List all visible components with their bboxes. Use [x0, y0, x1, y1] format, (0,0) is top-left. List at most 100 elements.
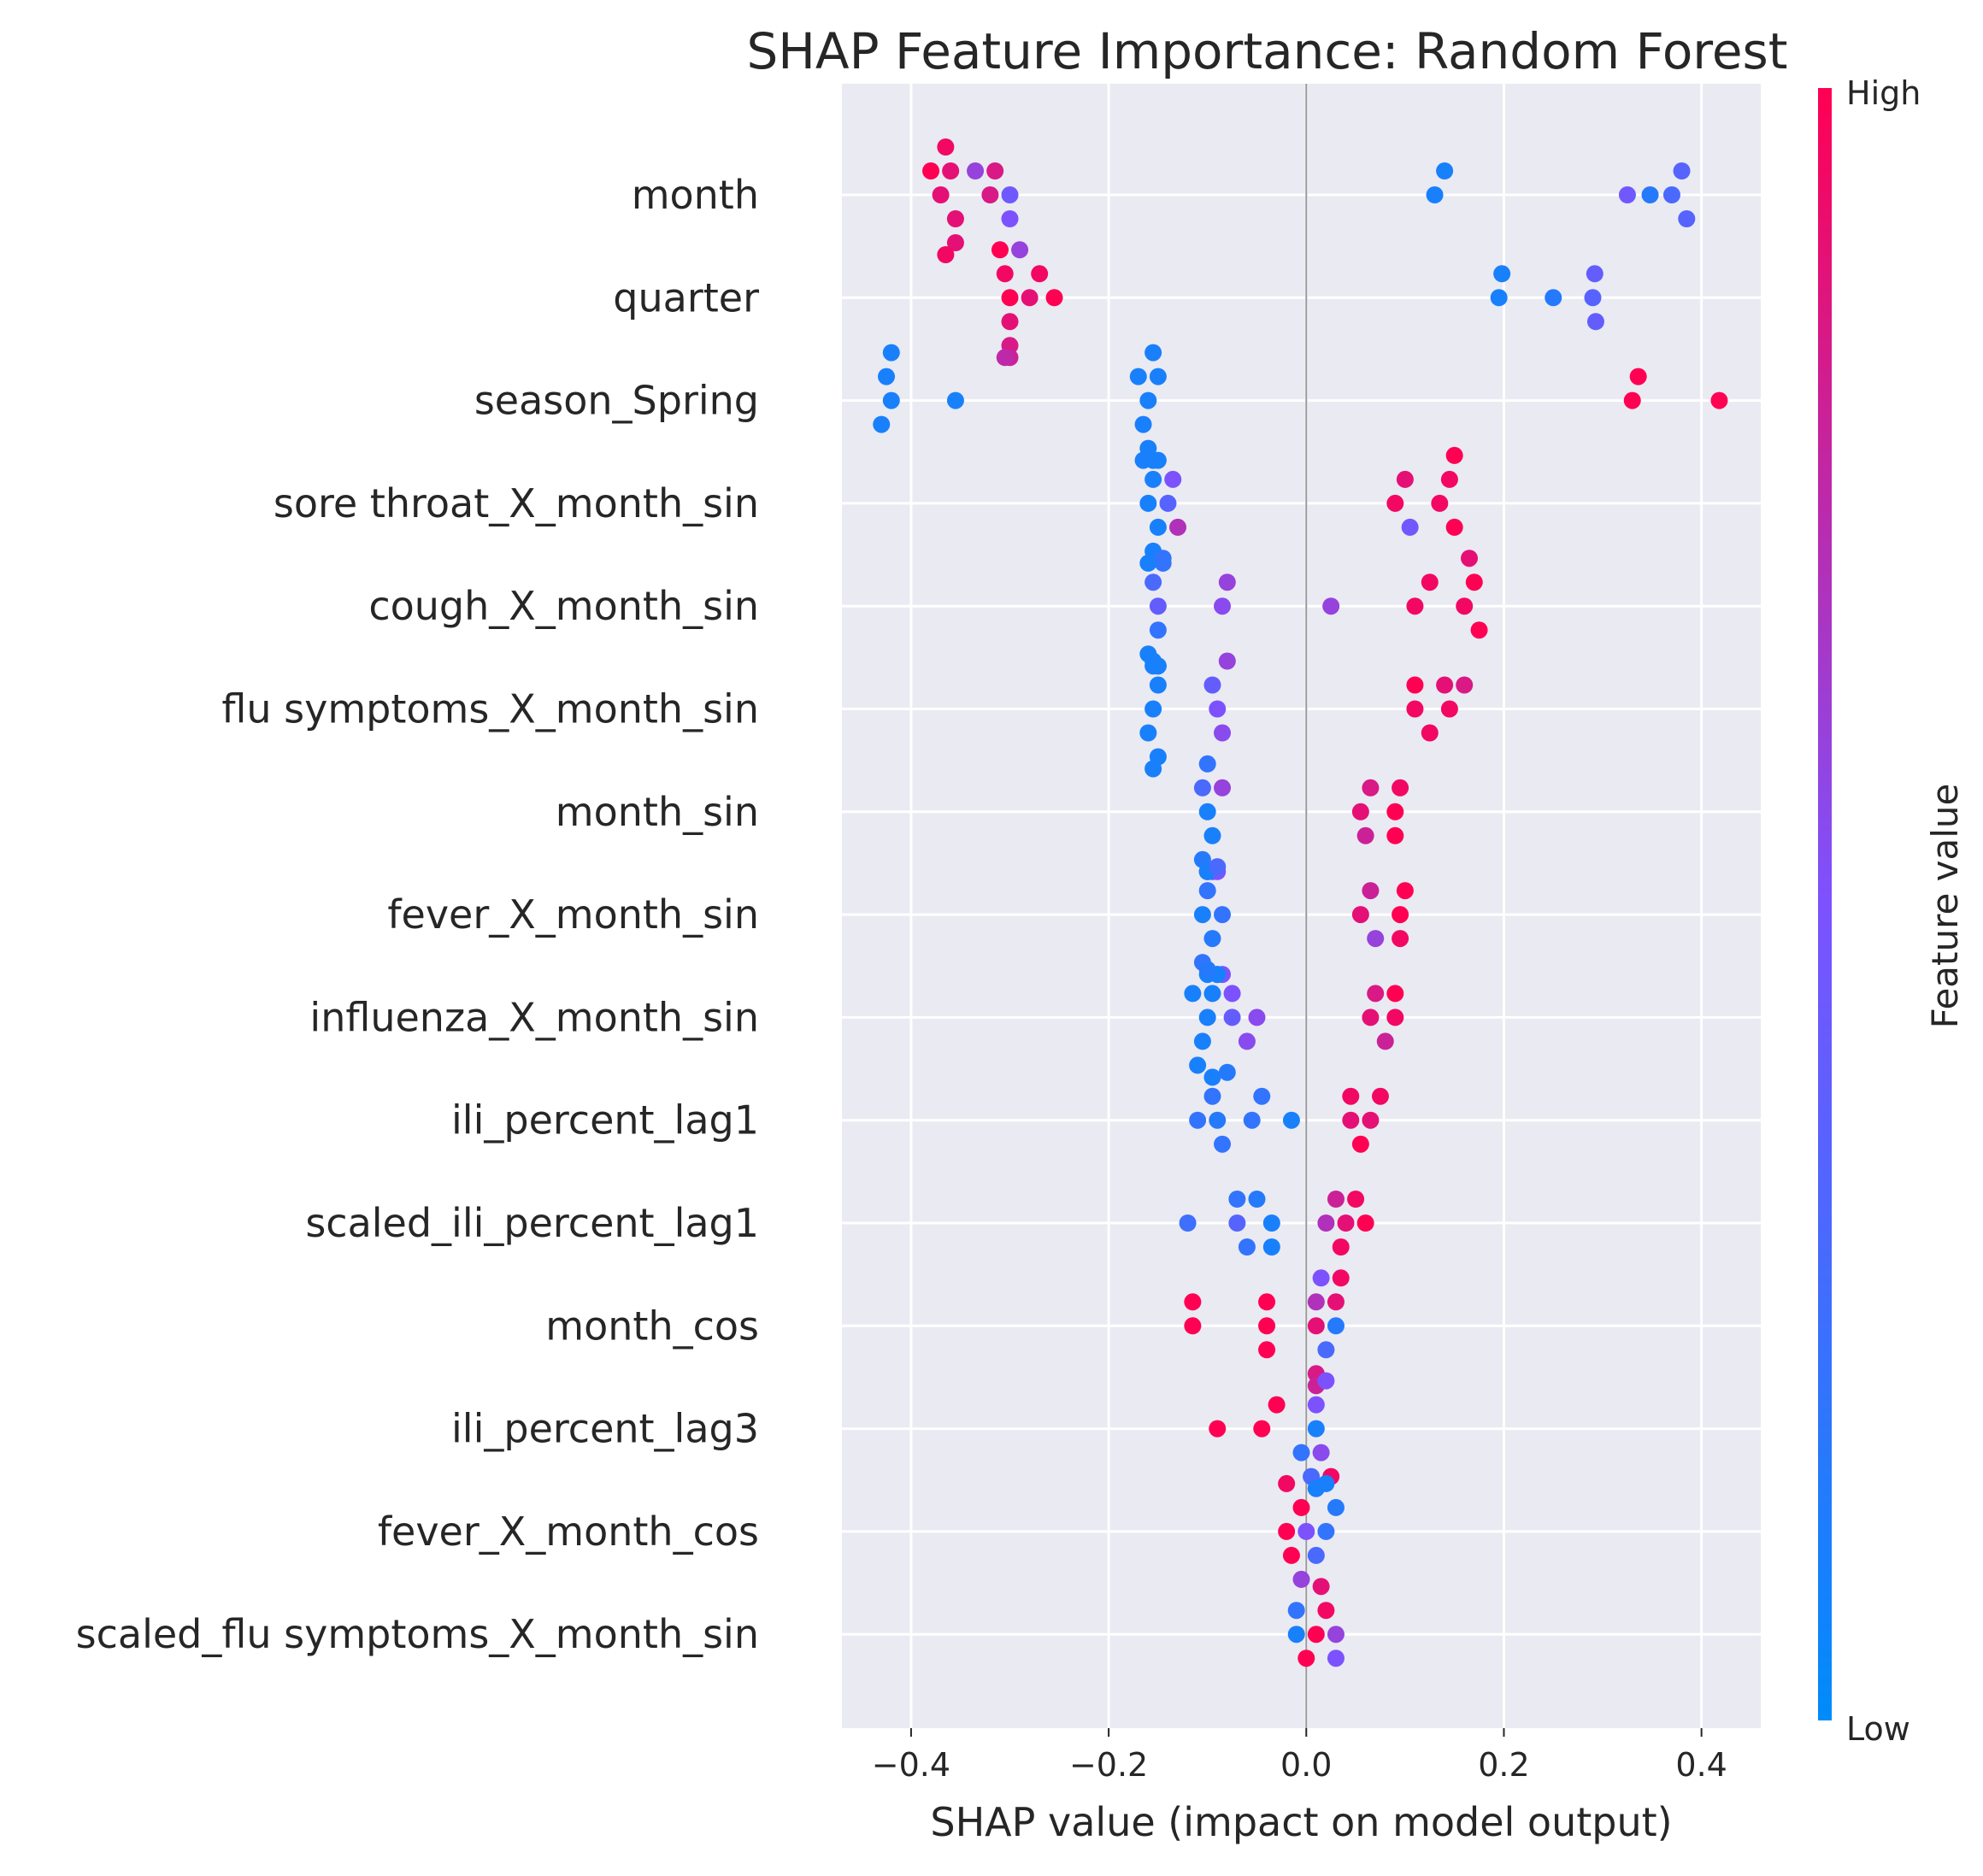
colorbar-title: Feature value [1924, 784, 1966, 1029]
point-11-1 [1184, 1293, 1202, 1311]
points-layer [873, 138, 1728, 1667]
point-11-11 [1332, 1269, 1350, 1287]
point-12-7 [1292, 1444, 1310, 1461]
point-0-17 [1673, 162, 1691, 179]
point-6-1 [1193, 779, 1211, 797]
point-0-5 [922, 162, 940, 179]
point-9-6 [1253, 1087, 1271, 1105]
point-8-6 [1189, 1056, 1207, 1074]
point-0-16 [1662, 186, 1680, 203]
point-13-6 [1307, 1546, 1325, 1564]
point-0-10 [1001, 210, 1019, 227]
point-10-9 [1337, 1214, 1355, 1232]
x-tick-label-3: 0.2 [1478, 1746, 1529, 1784]
point-2-1 [878, 368, 896, 385]
point-2-0 [882, 391, 900, 409]
point-9-10 [1351, 1135, 1369, 1153]
point-8-4 [1198, 961, 1216, 979]
point-0-3 [981, 186, 999, 203]
point-5-13 [1421, 724, 1439, 742]
point-4-12 [1421, 573, 1439, 591]
x-tick-label-2: 0.0 [1280, 1746, 1332, 1784]
feature-label-11: month_cos [545, 1303, 759, 1349]
point-9-11 [1362, 1111, 1380, 1129]
point-10-12 [1332, 1238, 1350, 1256]
point-3-15 [1445, 518, 1463, 536]
point-7-11 [1362, 882, 1380, 900]
feature-label-2: season_Spring [474, 378, 759, 424]
point-4-3 [1154, 550, 1172, 568]
point-11-9 [1312, 1269, 1330, 1287]
point-6-15 [1392, 779, 1409, 797]
point-5-3 [1144, 652, 1162, 670]
point-9-3 [1214, 1135, 1232, 1153]
point-0-7 [946, 234, 964, 251]
x-tick-label-4: 0.4 [1675, 1746, 1727, 1784]
point-13-4 [1292, 1570, 1310, 1588]
colorbar-high-label: High [1846, 74, 1921, 112]
point-9-4 [1218, 1063, 1236, 1081]
point-9-5 [1243, 1111, 1261, 1129]
point-8-1 [1203, 985, 1221, 1003]
point-0-13 [1436, 162, 1454, 179]
point-3-1 [1144, 470, 1162, 488]
point-1-15 [1586, 265, 1603, 283]
point-11-3 [1258, 1293, 1276, 1311]
point-4-8 [1214, 597, 1232, 615]
point-3-6 [1159, 494, 1177, 512]
point-2-7 [1129, 368, 1147, 385]
point-13-9 [1317, 1474, 1335, 1492]
point-10-4 [1238, 1238, 1256, 1256]
feature-label-14: scaled_flu symptoms_X_month_sin [76, 1611, 759, 1657]
point-5-11 [1440, 700, 1458, 718]
feature-label-10: scaled_ili_percent_lag1 [305, 1200, 759, 1246]
point-11-8 [1317, 1341, 1335, 1359]
point-11-2 [1258, 1317, 1276, 1335]
x-axis-ticks: −0.4 −0.2 0.0 0.2 0.4 [872, 1728, 1727, 1784]
point-8-2 [1223, 1009, 1241, 1026]
point-0-18 [1678, 210, 1696, 227]
point-3-0 [1139, 494, 1157, 512]
point-12-2 [1268, 1396, 1286, 1414]
colorbar-low-label: Low [1846, 1710, 1910, 1748]
point-6-8 [1214, 779, 1232, 797]
point-5-14 [1436, 676, 1454, 694]
point-1-0 [1001, 289, 1019, 307]
point-3-7 [1164, 470, 1182, 488]
point-7-1 [1193, 906, 1211, 924]
feature-label-8: influenza_X_month_sin [309, 994, 759, 1040]
feature-label-12: ili_percent_lag3 [451, 1406, 759, 1452]
point-7-2 [1198, 882, 1216, 900]
point-7-15 [1392, 930, 1409, 948]
point-9-7 [1282, 1111, 1300, 1129]
point-10-0 [1228, 1214, 1246, 1232]
point-4-9 [1218, 573, 1236, 591]
point-8-13 [1367, 985, 1385, 1003]
point-13-1 [1292, 1498, 1310, 1516]
point-6-11 [1351, 803, 1369, 820]
point-12-5 [1312, 1444, 1330, 1461]
point-4-15 [1470, 621, 1488, 639]
point-13-5 [1297, 1522, 1315, 1540]
point-9-8 [1342, 1111, 1360, 1129]
point-1-10 [996, 349, 1014, 367]
point-5-7 [1203, 676, 1221, 694]
point-11-7 [1327, 1317, 1345, 1335]
point-0-11 [937, 246, 955, 263]
point-4-14 [1465, 573, 1483, 591]
point-0-14 [1618, 186, 1636, 203]
point-8-9 [1238, 1032, 1256, 1050]
point-5-0 [1144, 700, 1162, 718]
point-9-1 [1203, 1087, 1221, 1105]
point-8-14 [1376, 1032, 1394, 1050]
point-11-0 [1184, 1317, 1202, 1335]
point-1-2 [1001, 313, 1019, 331]
point-4-10 [1322, 597, 1340, 615]
point-9-12 [1371, 1087, 1389, 1105]
point-10-2 [1179, 1214, 1197, 1232]
point-3-3 [1139, 446, 1157, 464]
point-0-8 [967, 162, 985, 179]
point-10-7 [1317, 1214, 1335, 1232]
point-14-1 [1287, 1602, 1305, 1620]
